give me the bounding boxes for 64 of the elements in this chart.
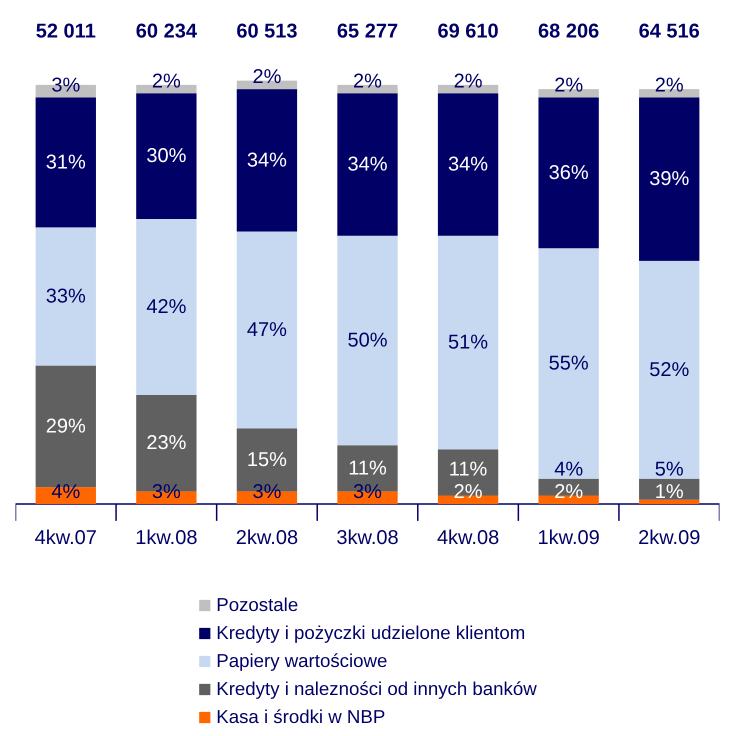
data-label: 2%: [353, 70, 382, 92]
legend-label: Kredyty i pożyczki udzielone klientom: [216, 622, 526, 644]
bar: [538, 97, 599, 248]
data-label: 15%: [246, 448, 288, 471]
bar: [236, 232, 298, 429]
data-label: 29%: [46, 415, 86, 438]
text: 69 610: [437, 20, 499, 43]
data-label: 11%: [348, 457, 387, 480]
data-label: 5%: [654, 458, 684, 480]
bar: [639, 500, 700, 504]
x-tick-label: 1kw.09: [538, 526, 600, 549]
text: 64 516: [638, 20, 700, 43]
data-label: 2%: [654, 74, 684, 96]
data-label: 50%: [347, 330, 388, 352]
data-label: 2%: [454, 70, 483, 92]
text: 65 277: [336, 20, 398, 43]
text: 60 234: [136, 20, 198, 43]
data-label: 34%: [347, 154, 388, 176]
bar: [136, 218, 197, 395]
x-tick-label: 1kw.08: [135, 526, 198, 549]
bar: [36, 227, 96, 366]
bar: [136, 93, 197, 219]
data-label: 31%: [46, 151, 86, 174]
bar: [538, 248, 599, 479]
bar: [36, 97, 96, 228]
data-label: 47%: [246, 319, 288, 342]
data-label: 33%: [46, 286, 86, 308]
data-label: 36%: [548, 162, 589, 184]
data-label: 23%: [146, 432, 187, 454]
data-label: 34%: [246, 149, 288, 172]
data-label: 52%: [649, 358, 690, 381]
legend-label: Kredyty i nalezności od innych banków: [216, 678, 537, 700]
x-tick-label: 2kw.09: [638, 526, 700, 549]
x-tick-label: 2kw.08: [236, 526, 298, 549]
bar: [236, 89, 298, 232]
bar: [639, 97, 700, 261]
bar: [337, 236, 398, 446]
data-label: 39%: [649, 168, 690, 190]
bar: [438, 236, 498, 450]
data-label: 4%: [51, 480, 80, 503]
bar: [639, 260, 700, 479]
data-label: 2%: [554, 74, 584, 96]
data-label: 11%: [448, 458, 488, 480]
data-label: 30%: [146, 145, 187, 168]
x-tick-label: 3kw.08: [336, 526, 399, 549]
bar: [337, 93, 398, 236]
bar: [438, 93, 498, 236]
data-label: 1%: [654, 480, 684, 503]
legend-label: Pozostale: [216, 594, 298, 616]
data-label: 2%: [252, 66, 282, 88]
text: 68 206: [538, 20, 600, 43]
data-label: 2%: [152, 70, 182, 92]
data-label: 4%: [554, 458, 584, 480]
legend-label: Papiery wartościowe: [216, 650, 388, 672]
text: 52 011: [36, 20, 96, 43]
data-label: 42%: [146, 296, 187, 318]
data-label: 3%: [51, 74, 80, 96]
x-tick-label: 4kw.07: [34, 526, 97, 549]
data-label: 55%: [548, 352, 589, 375]
data-label: 51%: [448, 332, 488, 354]
data-label: 34%: [448, 154, 488, 176]
x-tick-label: 4kw.08: [436, 526, 500, 549]
legend-label: Kasa i środki w NBP: [216, 706, 386, 728]
text: 60 513: [236, 20, 298, 43]
